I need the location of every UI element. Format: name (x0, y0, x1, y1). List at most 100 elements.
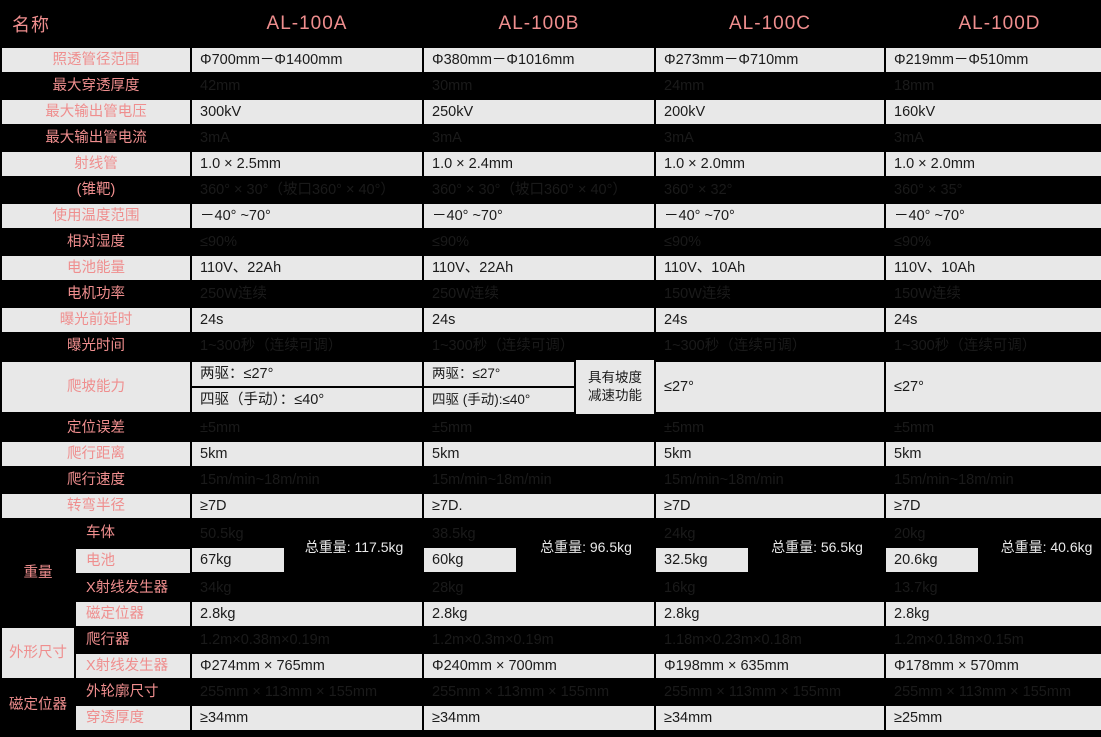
header-col-c: AL-100C (729, 13, 811, 34)
weight-stack: 24kg 32.5kg (656, 520, 748, 574)
cell-value: 200kV (656, 100, 884, 124)
table-row-climb: 爬坡能力 两驱：≤27° 四驱（手动）：≤40° 两驱：≤27° 四驱 (手动)… (2, 360, 1101, 414)
climb-cell-d: ≤27° (886, 362, 1101, 412)
row-label-weight: 重量 (23, 564, 53, 581)
climb-ability-section: 爬坡能力 两驱：≤27° 四驱（手动）：≤40° 两驱：≤27° 四驱 (手动)… (2, 360, 1101, 414)
dims-sublabel-crawler: 爬行器 (86, 631, 130, 648)
cell-value: 1~300秒（连续可调） (664, 337, 807, 354)
cell-value: 250kV (424, 100, 654, 124)
weight-battery-value: 32.5kg (656, 548, 748, 572)
weight-merged-cell: 50.5kg 67kg 总重量: 117.5kg (192, 520, 422, 574)
weight-body-value: 38.5kg (432, 525, 476, 542)
weight-body-value: 24kg (664, 525, 696, 542)
cell-value: －40° ~70° (656, 204, 884, 228)
header-name-label: 名称 (12, 15, 50, 35)
weight-xray-b: 28kg (432, 579, 464, 596)
row-label: 定位误差 (67, 419, 125, 436)
header-col-a: AL-100A (266, 13, 348, 34)
cell-value: 24s (192, 308, 422, 332)
magnet-sublabel-thickness: 穿透厚度 (76, 706, 190, 730)
cell-value: 3mA (200, 129, 230, 146)
dims-xray-b: Φ240mm × 700mm (424, 654, 654, 678)
table-row: 相对湿度 ≤90% ≤90% ≤90% ≤90% (2, 230, 1101, 254)
cell-value: ≤90% (432, 233, 469, 250)
magnet-thickness-a: ≥34mm (192, 706, 422, 730)
header-row: 名称 AL-100A AL-100B AL-100C AL-100D (2, 2, 1101, 46)
cell-value: 110V、10Ah (656, 256, 884, 280)
cell-value: 360° × 30°（坡口360° × 40°） (432, 181, 627, 198)
cell-value: 15m/min~18m/min (432, 471, 552, 488)
cell-value: 5km (656, 442, 884, 466)
table-header: 名称 AL-100A AL-100B AL-100C AL-100D (2, 2, 1101, 46)
row-label: 射线管 (2, 152, 190, 176)
magnet-sublabel-outline: 外轮廓尺寸 (86, 683, 159, 700)
cell-value: 18mm (894, 77, 935, 94)
weight-merged-cell: 38.5kg 60kg 总重量: 96.5kg (424, 520, 654, 574)
table-row: 爬行距离 5km 5km 5km 5km (2, 442, 1101, 466)
cell-value: ±5mm (894, 419, 935, 436)
climb-b-line1: 两驱：≤27° (424, 362, 574, 386)
cell-value: ≥7D (886, 494, 1101, 518)
cell-value: －40° ~70° (424, 204, 654, 228)
cell-value: 1~300秒（连续可调） (894, 337, 1037, 354)
weight-merged-cell: 20kg 20.6kg 总重量: 40.6kg (886, 520, 1101, 574)
magnet-thickness-d: ≥25mm (886, 706, 1101, 730)
climb-b-note-line2: 减速功能 (588, 388, 642, 403)
weight-total-value: 总重量: 117.5kg (304, 539, 404, 555)
climb-cell-c: ≤27° (656, 362, 884, 412)
dims-crawler-b: 1.2m×0.3m×0.19m (432, 631, 554, 648)
climb-b-lines: 两驱：≤27° 四驱 (手动):≤40° (424, 360, 574, 414)
weight-battery-value: 20.6kg (886, 548, 978, 572)
dims-crawler-c: 1.18m×0.23m×0.18m (664, 631, 802, 648)
dims-sublabel-xray: X射线发生器 (76, 654, 190, 678)
cell-value: 5km (424, 442, 654, 466)
cell-value: ±5mm (664, 419, 705, 436)
weight-stack: 50.5kg 67kg (192, 520, 284, 574)
magnet-outline-d: 255mm × 113mm × 155mm (894, 683, 1072, 700)
cell-value: 250W连续 (432, 285, 499, 302)
climb-b-note: 具有坡度 减速功能 (576, 360, 654, 414)
dims-xray-c: Φ198mm × 635mm (656, 654, 884, 678)
weight-total-value: 总重量: 96.5kg (540, 539, 632, 555)
cell-value: 24mm (664, 77, 705, 94)
weight-sublabel-magnet: 磁定位器 (76, 602, 190, 626)
cell-value: 3mA (894, 129, 924, 146)
climb-b-note-line1: 具有坡度 (588, 370, 642, 386)
magnet-thickness-c: ≥34mm (656, 706, 884, 730)
cell-value: ±5mm (432, 419, 473, 436)
cell-value: 24s (886, 308, 1101, 332)
cell-value: Φ273mm－Φ710mm (656, 48, 884, 72)
climb-a-line1: 两驱：≤27° (192, 362, 422, 386)
cell-value: Φ380mm－Φ1016mm (424, 48, 654, 72)
cell-value: 1.0 × 2.0mm (886, 152, 1101, 176)
table-row: 使用温度范围 －40° ~70° －40° ~70° －40° ~70° －40° ~7… (2, 204, 1101, 228)
cell-value: 1.0 × 2.0mm (656, 152, 884, 176)
table-row: 最大输出管电压 300kV 250kV 200kV 160kV (2, 100, 1101, 124)
row-label: 曝光前延时 (2, 308, 190, 332)
cell-value: 1~300秒（连续可调） (200, 337, 343, 354)
header-col-d: AL-100D (958, 13, 1041, 34)
row-label: 最大输出管电流 (45, 129, 147, 146)
row-label: 使用温度范围 (2, 204, 190, 228)
cell-value: Φ219mm－Φ510mm (886, 48, 1101, 72)
climb-b-line2: 四驱 (手动):≤40° (424, 388, 574, 412)
table-row-weight-xray: X射线发生器 34kg 28kg 16kg 13.7kg (2, 576, 1101, 600)
table-row: 电机功率 250W连续 250W连续 150W连续 150W连续 (2, 282, 1101, 306)
row-label: 爬行速度 (67, 471, 125, 488)
cell-value: 15m/min~18m/min (664, 471, 784, 488)
dims-crawler-d: 1.2m×0.18m×0.15m (894, 631, 1024, 648)
table-row: 定位误差 ±5mm ±5mm ±5mm ±5mm (2, 416, 1101, 440)
row-label: 爬行距离 (2, 442, 190, 466)
table-row-weight-battery: 电池 (2, 548, 1101, 574)
weight-battery-value: 67kg (192, 548, 284, 572)
cell-value: 1.0 × 2.5mm (192, 152, 422, 176)
cell-value: 15m/min~18m/min (894, 471, 1014, 488)
weight-xray-c: 16kg (664, 579, 696, 596)
cell-value: 360° × 30°（坡口360° × 40°） (200, 181, 395, 198)
cell-value: 110V、10Ah (886, 256, 1101, 280)
magnet-outline-b: 255mm × 113mm × 155mm (432, 683, 610, 700)
table-row: 电池能量 110V、22Ah 110V、22Ah 110V、10Ah 110V、10Ah (2, 256, 1101, 280)
cell-value: 42mm (200, 77, 241, 94)
